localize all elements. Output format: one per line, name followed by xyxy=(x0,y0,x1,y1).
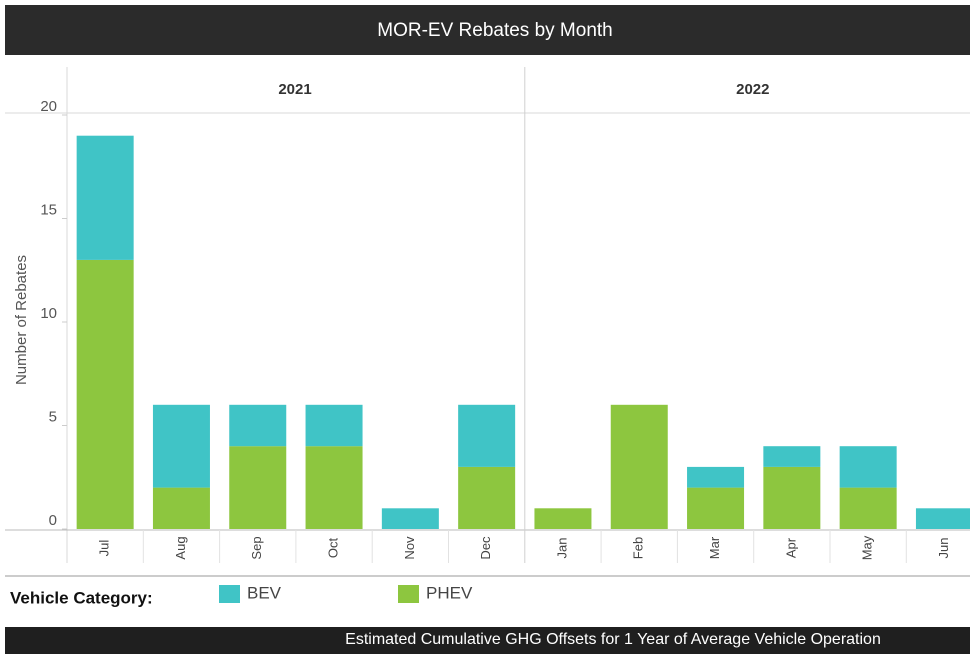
x-tick-label: Apr xyxy=(783,537,798,558)
bar-segment xyxy=(687,466,745,488)
bar-segment xyxy=(305,446,363,529)
bar-segment xyxy=(763,446,821,467)
chart-title: MOR-EV Rebates by Month xyxy=(377,20,612,41)
bar-segment xyxy=(839,446,897,488)
panel-title: 2021 xyxy=(278,81,311,98)
title-bar xyxy=(5,5,970,55)
bar-segment xyxy=(763,466,821,529)
legend-label: PHEV xyxy=(426,583,473,602)
x-tick-label: Aug xyxy=(173,536,188,559)
bar-segment xyxy=(152,487,210,529)
x-tick-label: Dec xyxy=(478,536,493,560)
y-tick-label: 20 xyxy=(40,98,57,115)
y-tick-label: 5 xyxy=(49,408,57,425)
y-axis-label: Number of Rebates xyxy=(13,255,30,385)
x-tick-label: Jan xyxy=(554,538,569,559)
legend-swatch xyxy=(398,585,419,603)
y-tick-label: 10 xyxy=(40,305,57,322)
bar-segment xyxy=(458,466,516,529)
panel-title: 2022 xyxy=(736,81,769,98)
bar-segment xyxy=(229,446,287,529)
bar-segment xyxy=(152,404,210,488)
legend-swatch xyxy=(219,585,240,603)
x-tick-label: Jul xyxy=(97,540,112,557)
bar-segment xyxy=(305,404,363,447)
x-tick-label: Nov xyxy=(402,536,417,560)
bar-segment xyxy=(839,487,897,529)
bar-segment xyxy=(76,259,134,529)
x-tick-label: Sep xyxy=(249,536,264,559)
x-tick-label: Mar xyxy=(707,536,722,559)
x-tick-label: Feb xyxy=(631,537,646,559)
x-tick-label: Oct xyxy=(325,538,340,559)
x-tick-label: May xyxy=(860,535,875,560)
y-tick-label: 0 xyxy=(49,512,57,529)
bar-segment xyxy=(458,404,516,467)
bar-segment xyxy=(229,404,287,447)
bar-segment xyxy=(76,135,134,260)
plot xyxy=(76,135,970,529)
bar-segment xyxy=(534,508,592,529)
y-tick-label: 15 xyxy=(40,201,57,218)
bar-segment xyxy=(381,508,439,529)
footer-bar xyxy=(5,627,970,654)
bar-segment xyxy=(687,487,745,529)
legend-label: BEV xyxy=(247,583,282,602)
x-tick-label: Jun xyxy=(936,538,951,559)
footer-text: Estimated Cumulative GHG Offsets for 1 Y… xyxy=(345,631,881,648)
bar-segment xyxy=(610,404,668,529)
bar-segment xyxy=(915,508,970,529)
legend-title: Vehicle Category: xyxy=(10,588,153,607)
